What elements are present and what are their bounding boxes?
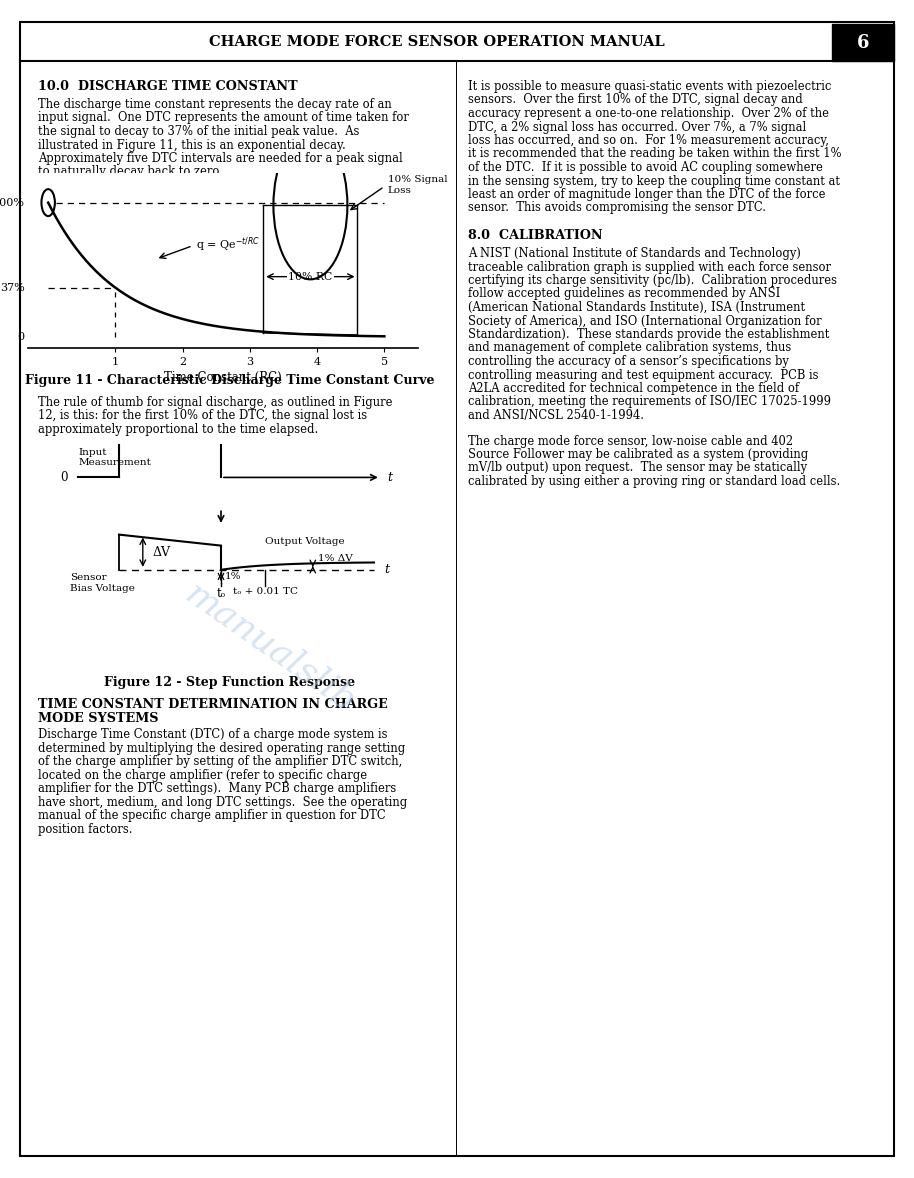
Text: MODE SYSTEMS: MODE SYSTEMS	[38, 713, 158, 726]
Text: t: t	[384, 563, 389, 576]
Text: 0: 0	[60, 471, 68, 484]
Text: 0: 0	[17, 332, 25, 343]
Text: determined by multiplying the desired operating range setting: determined by multiplying the desired op…	[38, 742, 405, 755]
Text: The discharge time constant represents the decay rate of an: The discharge time constant represents t…	[38, 98, 392, 111]
Text: 8.0  CALIBRATION: 8.0 CALIBRATION	[468, 229, 602, 241]
Text: illustrated in Figure 11, this is an exponential decay.: illustrated in Figure 11, this is an exp…	[38, 139, 345, 152]
Text: and management of complete calibration systems, thus: and management of complete calibration s…	[468, 342, 792, 355]
Text: of the charge amplifier by setting of the amplifier DTC switch,: of the charge amplifier by setting of th…	[38, 755, 402, 768]
Text: input signal.  One DTC represents the amount of time taken for: input signal. One DTC represents the amo…	[38, 112, 409, 125]
Text: the signal to decay to 37% of the initial peak value.  As: the signal to decay to 37% of the initia…	[38, 125, 359, 138]
Text: It is possible to measure quasi-static events with piezoelectric: It is possible to measure quasi-static e…	[468, 80, 832, 93]
Text: manual of the specific charge amplifier in question for DTC: manual of the specific charge amplifier …	[38, 809, 386, 822]
Text: follow accepted guidelines as recommended by ANSI: follow accepted guidelines as recommende…	[468, 287, 781, 300]
Text: 10% RC: 10% RC	[288, 272, 333, 282]
Text: The charge mode force sensor, low-noise cable and 402: The charge mode force sensor, low-noise …	[468, 435, 793, 448]
Text: of the DTC.  If it is possible to avoid AC coupling somewhere: of the DTC. If it is possible to avoid A…	[468, 161, 823, 174]
Bar	[832, 24, 894, 61]
Text: Output Voltage: Output Voltage	[265, 537, 345, 545]
Text: 37%: 37%	[0, 283, 25, 292]
Text: Sensor
Bias Voltage: Sensor Bias Voltage	[69, 574, 134, 593]
Text: sensors.  Over the first 10% of the DTC, signal decay and: sensors. Over the first 10% of the DTC, …	[468, 93, 802, 106]
Text: accuracy represent a one-to-one relationship.  Over 2% of the: accuracy represent a one-to-one relation…	[468, 107, 829, 120]
Text: t: t	[388, 471, 393, 484]
Text: Discharge Time Constant (DTC) of a charge mode system is: Discharge Time Constant (DTC) of a charg…	[38, 728, 388, 741]
Text: Society of America), and ISO (International Organization for: Society of America), and ISO (Internatio…	[468, 315, 822, 327]
Text: 6: 6	[856, 34, 869, 52]
Text: and ANSI/NCSL 2540-1-1994.: and ANSI/NCSL 2540-1-1994.	[468, 409, 644, 422]
Text: manualslib: manualslib	[178, 577, 362, 720]
Text: Source Follower may be calibrated as a system (providing: Source Follower may be calibrated as a s…	[468, 448, 808, 461]
Text: amplifier for the DTC settings).  Many PCB charge amplifiers: amplifier for the DTC settings). Many PC…	[38, 782, 397, 795]
Text: Figure 11 - Characteristic Discharge Time Constant Curve: Figure 11 - Characteristic Discharge Tim…	[26, 373, 435, 386]
Text: tₒ: tₒ	[217, 587, 226, 600]
Text: DTC, a 2% signal loss has occurred. Over 7%, a 7% signal: DTC, a 2% signal loss has occurred. Over…	[468, 120, 806, 133]
Text: 1%: 1%	[225, 571, 241, 581]
Text: controlling measuring and test equipment accuracy.  PCB is: controlling measuring and test equipment…	[468, 369, 819, 382]
Text: controlling the accuracy of a sensor’s specifications by: controlling the accuracy of a sensor’s s…	[468, 355, 789, 368]
Text: ΔV: ΔV	[153, 545, 171, 558]
Text: it is recommended that the reading be taken within the first 1%: it is recommended that the reading be ta…	[468, 147, 842, 160]
Text: 10.0  DISCHARGE TIME CONSTANT: 10.0 DISCHARGE TIME CONSTANT	[38, 80, 298, 93]
Text: The rule of thumb for signal discharge, as outlined in Figure: The rule of thumb for signal discharge, …	[38, 396, 392, 409]
Text: 12, is this: for the first 10% of the DTC, the signal lost is: 12, is this: for the first 10% of the DT…	[38, 410, 367, 423]
Text: tₒ + 0.01 TC: tₒ + 0.01 TC	[233, 587, 298, 596]
Text: traceable calibration graph is supplied with each force sensor: traceable calibration graph is supplied …	[468, 260, 831, 273]
Text: Input
Measurement: Input Measurement	[79, 448, 151, 468]
Text: 1% ΔV: 1% ΔV	[318, 554, 353, 563]
Text: least an order of magnitude longer than the DTC of the force: least an order of magnitude longer than …	[468, 188, 825, 201]
Text: located on the charge amplifier (refer to specific charge: located on the charge amplifier (refer t…	[38, 769, 367, 782]
Text: to naturally decay back to zero.: to naturally decay back to zero.	[38, 165, 223, 179]
Text: sensor.  This avoids compromising the sensor DTC.: sensor. This avoids compromising the sen…	[468, 201, 766, 214]
Text: approximately proportional to the time elapsed.: approximately proportional to the time e…	[38, 423, 318, 436]
Text: mV/lb output) upon request.  The sensor may be statically: mV/lb output) upon request. The sensor m…	[468, 462, 807, 475]
Text: calibrated by using either a proving ring or standard load cells.: calibrated by using either a proving rin…	[468, 475, 840, 488]
Text: have short, medium, and long DTC settings.  See the operating: have short, medium, and long DTC setting…	[38, 796, 408, 809]
Text: Standardization).  These standards provide the establishment: Standardization). These standards provid…	[468, 327, 829, 340]
Text: loss has occurred, and so on.  For 1% measurement accuracy,: loss has occurred, and so on. For 1% mea…	[468, 134, 829, 147]
Text: certifying its charge sensitivity (pc/lb).  Calibration procedures: certifying its charge sensitivity (pc/lb…	[468, 274, 837, 287]
Text: q = Qe$^{-t/RC}$: q = Qe$^{-t/RC}$	[197, 236, 260, 253]
Text: A2LA accredited for technical competence in the field of: A2LA accredited for technical competence…	[468, 382, 799, 395]
Text: A NIST (National Institute of Standards and Technology): A NIST (National Institute of Standards …	[468, 247, 801, 260]
Text: TIME CONSTANT DETERMINATION IN CHARGE: TIME CONSTANT DETERMINATION IN CHARGE	[38, 699, 388, 712]
Text: 100%: 100%	[0, 198, 25, 207]
Text: CHARGE MODE FORCE SENSOR OPERATION MANUAL: CHARGE MODE FORCE SENSOR OPERATION MANUA…	[209, 35, 664, 49]
Text: Approximately five DTC intervals are needed for a peak signal: Approximately five DTC intervals are nee…	[38, 152, 403, 165]
Text: in the sensing system, try to keep the coupling time constant at: in the sensing system, try to keep the c…	[468, 174, 840, 187]
Text: calibration, meeting the requirements of ISO/IEC 17025-1999: calibration, meeting the requirements of…	[468, 396, 831, 409]
Text: 10% Signal
Loss: 10% Signal Loss	[388, 176, 447, 194]
Text: position factors.: position factors.	[38, 823, 133, 836]
X-axis label: Time Constant (RC): Time Constant (RC)	[165, 371, 282, 384]
Text: (American National Standards Institute), ISA (Instrument: (American National Standards Institute),…	[468, 302, 805, 315]
Text: Figure 12 - Step Function Response: Figure 12 - Step Function Response	[104, 676, 356, 689]
